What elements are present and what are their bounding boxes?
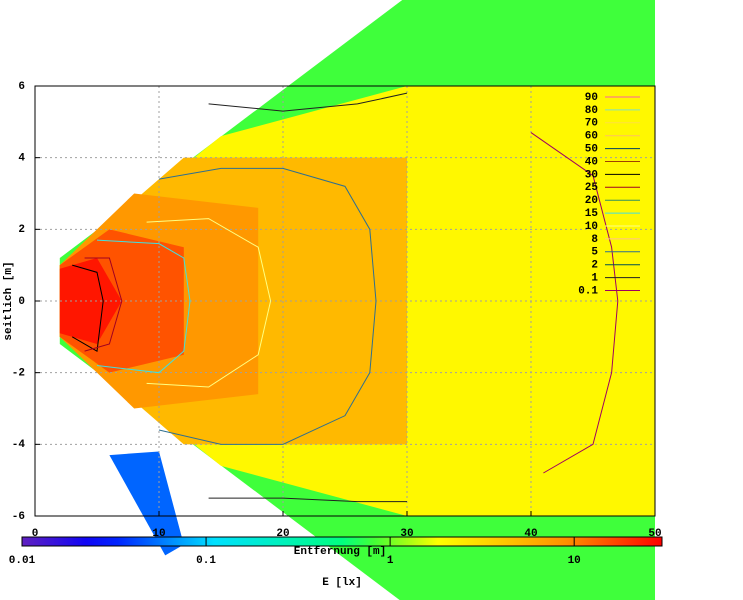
contour-line bbox=[208, 92, 408, 503]
colorbar-tick-label: 10 bbox=[568, 555, 581, 567]
zones bbox=[59, 0, 656, 600]
contours bbox=[71, 92, 619, 503]
contour-line bbox=[71, 264, 104, 352]
x-axis-label: Entfernung [m] bbox=[294, 546, 386, 558]
legend-label: 30 bbox=[585, 169, 598, 181]
y-tick-label: -4 bbox=[12, 439, 26, 451]
legend-label: 0.1 bbox=[578, 285, 598, 297]
y-axis-label: seitlich [m] bbox=[3, 261, 15, 340]
contour-line bbox=[530, 132, 619, 474]
y-tick-label: 2 bbox=[18, 224, 25, 236]
contour-line bbox=[96, 239, 191, 374]
axes: 0 10 20 30 40 50-6-4-202469080706050403025201… bbox=[9, 81, 663, 567]
legend-label: 5 bbox=[591, 247, 598, 259]
y-tick-label: -6 bbox=[12, 511, 25, 523]
legend-label: 20 bbox=[585, 195, 598, 207]
legend-label: 60 bbox=[585, 131, 598, 143]
legend-label: 50 bbox=[585, 144, 598, 156]
contour-line bbox=[158, 167, 377, 445]
y-tick-label: -2 bbox=[12, 368, 25, 380]
legend-label: 70 bbox=[585, 118, 598, 130]
legend-label: 15 bbox=[585, 208, 599, 220]
legend-label: 10 bbox=[585, 221, 598, 233]
y-tick-label: 0 bbox=[18, 296, 25, 308]
legend-label: 80 bbox=[585, 105, 598, 117]
colorbar-label: E [lx] bbox=[322, 577, 362, 589]
y-tick-label: 4 bbox=[18, 153, 25, 165]
legend-label: 8 bbox=[591, 234, 598, 246]
legend-label: 90 bbox=[585, 92, 598, 104]
legend-label: 1 bbox=[591, 273, 598, 285]
x-tick-label: 0 bbox=[32, 528, 39, 540]
contour-line bbox=[146, 218, 272, 388]
y-tick-label: 6 bbox=[18, 81, 25, 93]
colorbar-tick-label: 0.1 bbox=[196, 555, 216, 567]
colorbar bbox=[21, 536, 663, 547]
legend-label: 2 bbox=[591, 260, 598, 272]
illuminance-zone bbox=[109, 451, 184, 556]
colorbar-tick-label: 1 bbox=[387, 555, 394, 567]
colorbar-tick-label: 0.01 bbox=[9, 555, 36, 567]
grid bbox=[34, 85, 656, 517]
contour-line bbox=[84, 257, 123, 352]
legend-label: 25 bbox=[585, 182, 599, 194]
legend-label: 40 bbox=[585, 156, 598, 168]
